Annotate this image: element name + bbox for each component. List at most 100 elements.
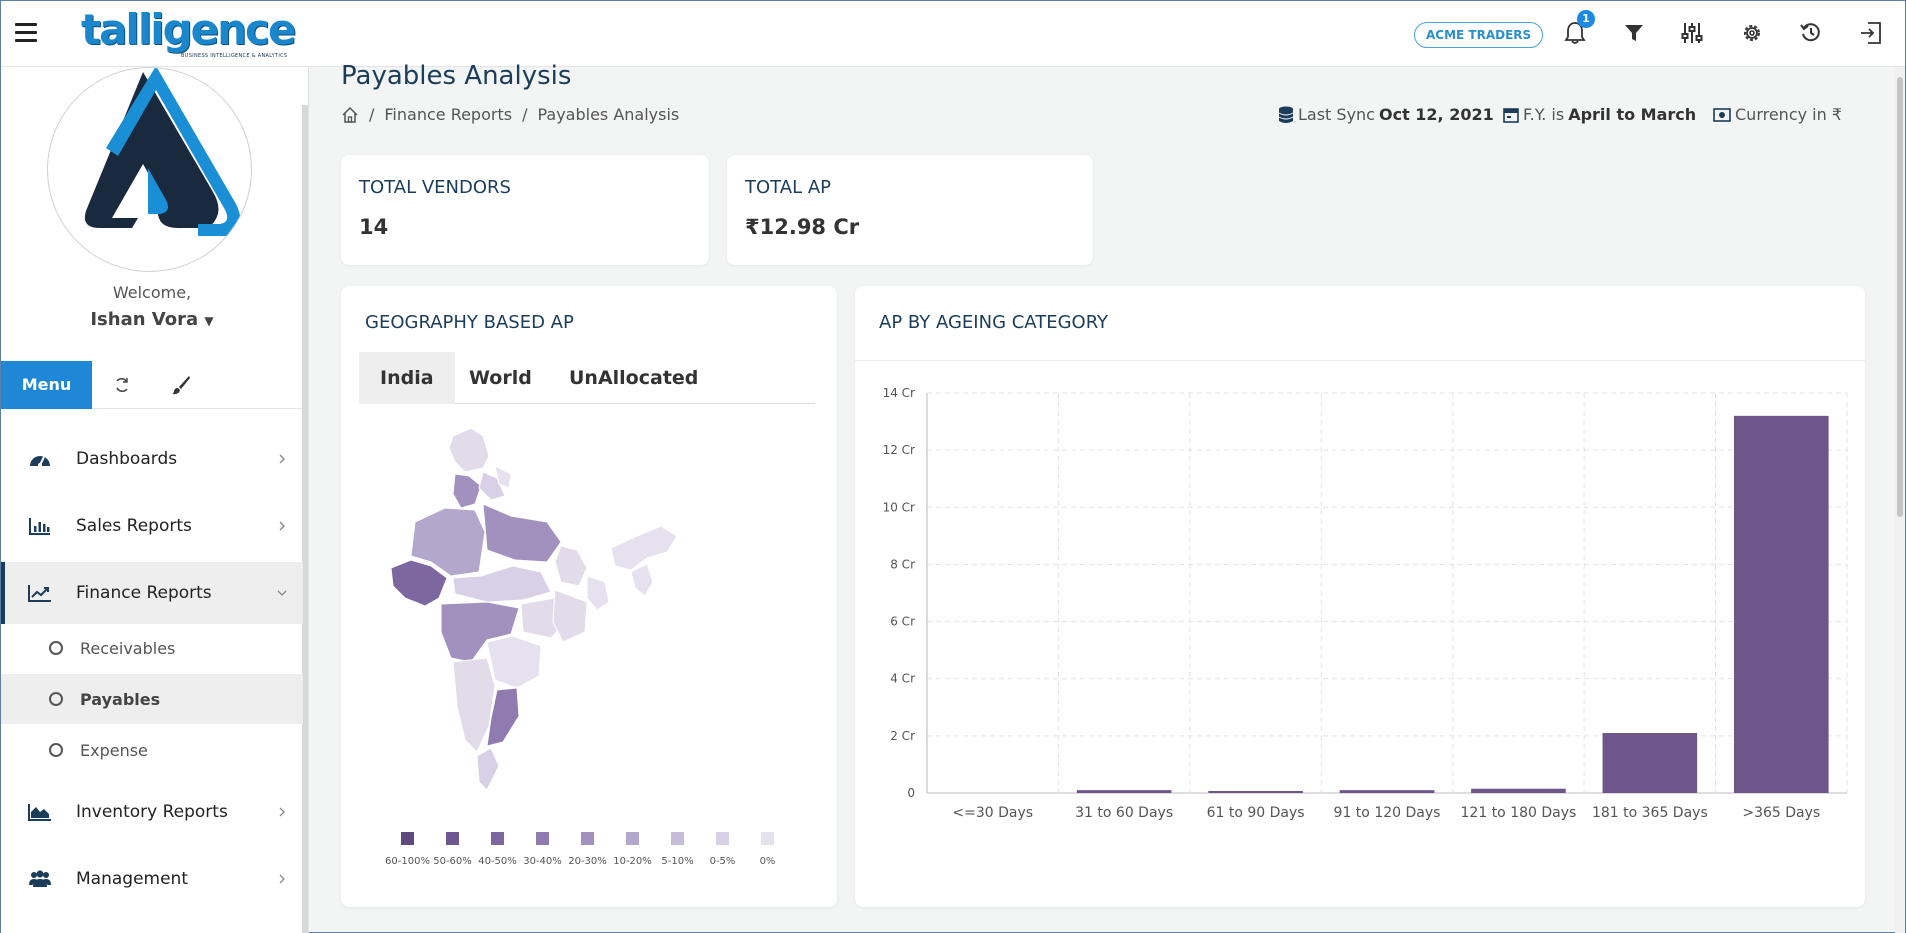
legend-label: 50-60% — [433, 856, 472, 867]
sidebar-item-dashboards[interactable]: Dashboards — [1, 428, 303, 490]
scrollbar-thumb[interactable] — [1897, 77, 1903, 517]
breadcrumb-separator: / — [522, 105, 528, 124]
sidebar-scrollbar[interactable] — [302, 105, 308, 933]
x-tick-label: 181 to 365 Days — [1592, 805, 1708, 821]
map-region[interactable] — [552, 589, 588, 643]
welcome-text: Welcome, — [112, 283, 192, 302]
card-title: GEOGRAPHY BASED AP — [365, 312, 574, 333]
map-region[interactable] — [486, 635, 542, 689]
sidebar-subitem-payables[interactable]: Payables — [1, 674, 303, 724]
tab-world[interactable]: World — [469, 367, 532, 389]
geo-tabs: India World UnAllocated — [359, 352, 815, 404]
users-icon — [27, 868, 53, 890]
breadcrumb-finance-reports[interactable]: Finance Reports — [384, 105, 513, 124]
history-icon[interactable] — [1797, 19, 1825, 47]
map-region[interactable] — [448, 427, 490, 473]
logout-icon[interactable] — [1857, 19, 1885, 47]
x-tick-label: 61 to 90 Days — [1207, 805, 1305, 821]
page-scrollbar[interactable] — [1895, 67, 1905, 933]
gear-icon[interactable] — [1738, 19, 1766, 47]
kpi-value: ₹12.98 Cr — [745, 215, 860, 239]
legend-item[interactable]: 40-50% — [475, 832, 520, 868]
legend-item[interactable]: 20-30% — [565, 832, 610, 868]
chart-bar[interactable] — [1602, 733, 1698, 793]
chart-bar[interactable] — [1076, 790, 1172, 793]
tab-unallocated[interactable]: UnAllocated — [569, 367, 699, 389]
map-region[interactable] — [610, 525, 678, 571]
y-tick-label: 10 Cr — [883, 500, 915, 514]
legend-item[interactable]: 60-100% — [385, 832, 430, 868]
map-region[interactable] — [452, 657, 496, 753]
y-tick-label: 2 Cr — [890, 729, 915, 743]
hamburger-icon[interactable] — [15, 23, 37, 43]
y-tick-label: 14 Cr — [883, 386, 915, 400]
legend-item[interactable]: 50-60% — [430, 832, 475, 868]
card-header: AP BY AGEING CATEGORY — [855, 286, 1865, 361]
line-chart-icon — [27, 582, 53, 604]
map-region[interactable] — [630, 563, 654, 597]
brush-icon[interactable] — [169, 373, 193, 397]
chart-bar[interactable] — [1208, 791, 1303, 793]
sidebar-subitem-receivables[interactable]: Receivables — [1, 623, 303, 673]
chart-bar[interactable] — [1733, 415, 1829, 793]
tab-india[interactable]: India — [359, 352, 455, 404]
sidebar-item-management[interactable]: Management — [1, 848, 303, 910]
ageing-bar-chart: 0 2 Cr 4 Cr 6 Cr 8 Cr 10 Cr 12 Cr 14 Cr <=30 Day… — [883, 386, 1848, 821]
avatar[interactable] — [47, 67, 252, 272]
y-tick-label: 0 — [907, 786, 915, 800]
chevron-right-icon — [279, 874, 285, 884]
sidebar-item-sales-reports[interactable]: Sales Reports — [1, 495, 303, 557]
map-region[interactable] — [452, 473, 482, 509]
bell-icon[interactable]: 1 — [1561, 10, 1595, 47]
legend-label: 0% — [759, 856, 776, 867]
map-region[interactable] — [440, 601, 520, 663]
map-region[interactable] — [482, 503, 562, 563]
sidebar-item-inventory-reports[interactable]: Inventory Reports — [1, 781, 303, 843]
map-region[interactable] — [391, 559, 448, 607]
logo-tagline: BUSINESS INTELLIGENCE & ANALYTICS — [181, 53, 288, 59]
legend-label: 40-50% — [478, 856, 517, 867]
chart-bar[interactable] — [1471, 788, 1566, 793]
sidebar-subitem-label: Payables — [80, 689, 161, 709]
map-region[interactable] — [494, 465, 512, 489]
bar-chart-icon — [27, 515, 53, 537]
legend-item[interactable]: 10-20% — [610, 832, 655, 868]
sidebar-item-label: Management — [76, 869, 188, 889]
sliders-icon[interactable] — [1678, 19, 1706, 47]
legend-label: 0-5% — [709, 856, 736, 867]
company-badge[interactable]: ACME TRADERS — [1414, 22, 1544, 48]
x-tick-label: <=30 Days — [952, 805, 1033, 821]
legend-item[interactable]: 0% — [745, 832, 790, 868]
chart-bar[interactable] — [1339, 790, 1435, 793]
home-icon[interactable] — [341, 106, 359, 124]
map-region[interactable] — [476, 747, 500, 791]
legend-swatch — [626, 832, 639, 845]
sync-icon[interactable] — [110, 373, 134, 397]
breadcrumb-separator: / — [369, 105, 375, 124]
logo[interactable]: talligence BUSINESS INTELLIGENCE & ANALY… — [81, 7, 296, 61]
map-region[interactable] — [586, 575, 610, 611]
map-region[interactable] — [478, 471, 506, 501]
legend-item[interactable]: 5-10% — [655, 832, 700, 868]
map-region[interactable] — [410, 507, 486, 577]
kpi-value: 14 — [359, 215, 389, 239]
legend-swatch — [761, 832, 774, 845]
last-sync: Last Sync Oct 12, 2021 — [1278, 105, 1494, 124]
geography-card: GEOGRAPHY BASED AP India World UnAllocat… — [341, 286, 837, 907]
calendar-icon — [1503, 107, 1519, 123]
legend-label: 20-30% — [568, 856, 607, 867]
tab-menu[interactable]: Menu — [1, 361, 92, 409]
breadcrumb: / Finance Reports / Payables Analysis — [341, 105, 679, 124]
username-dropdown[interactable]: Ishan Vora ▼ — [1, 309, 303, 330]
sidebar-subitem-expense[interactable]: Expense — [1, 725, 303, 775]
india-map[interactable] — [391, 426, 731, 816]
map-region[interactable] — [452, 565, 552, 603]
legend-item[interactable]: 0-5% — [700, 832, 745, 868]
chevron-right-icon — [279, 454, 285, 464]
legend-item[interactable]: 30-40% — [520, 832, 565, 868]
map-region[interactable] — [486, 687, 520, 747]
map-region[interactable] — [554, 545, 588, 587]
filter-icon[interactable] — [1620, 19, 1648, 47]
legend-label: 30-40% — [523, 856, 562, 867]
sidebar-item-finance-reports[interactable]: Finance Reports — [1, 562, 303, 624]
